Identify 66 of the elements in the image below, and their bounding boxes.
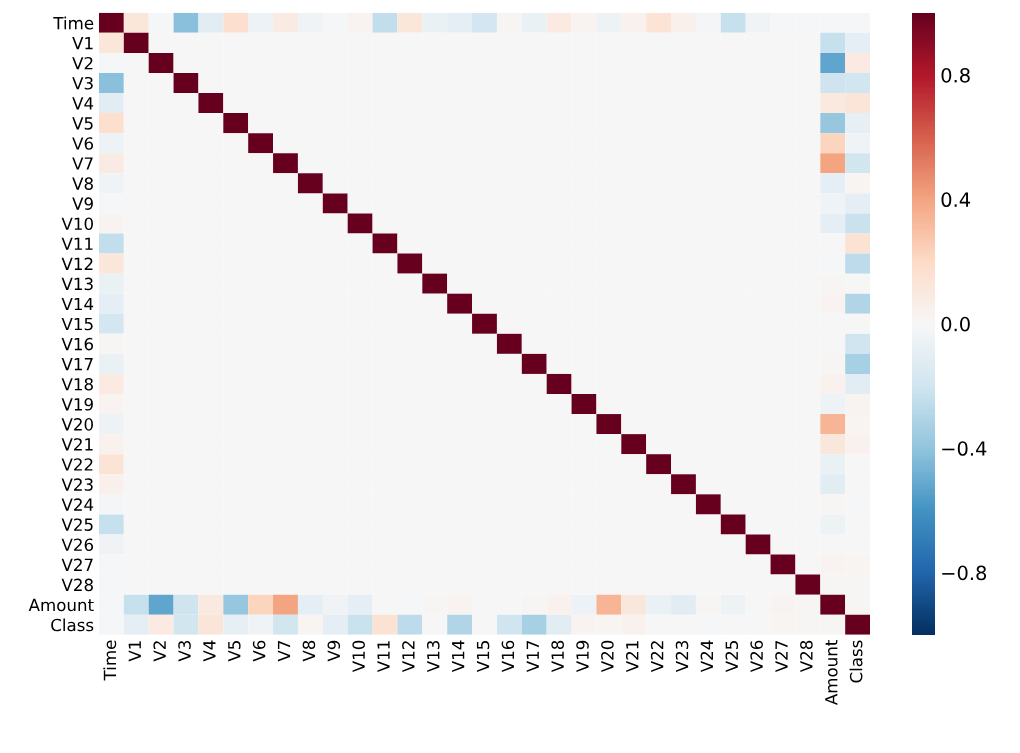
color-bar-label: −0.8 <box>942 565 987 581</box>
y-tick-label: V21 <box>61 438 93 451</box>
x-tick-label: V16 <box>501 640 515 673</box>
y-tick-label: V6 <box>72 137 94 150</box>
y-tick-label: V28 <box>61 578 93 592</box>
y-tick-label: V18 <box>61 377 93 391</box>
y-tick-label: V17 <box>61 358 93 371</box>
x-tick-label: V27 <box>775 641 788 673</box>
x-tick-label: V3 <box>178 640 191 662</box>
x-tick-label: V1 <box>128 641 141 662</box>
x-tick-label: V18 <box>551 640 564 673</box>
y-tick-label: V13 <box>61 277 93 291</box>
y-tick-label: V16 <box>61 337 94 351</box>
y-tick-label: V11 <box>61 237 93 250</box>
color-bar-label: 0.0 <box>941 316 970 332</box>
x-tick-label: V2 <box>153 641 166 662</box>
color-bar-label: 0.4 <box>941 192 971 208</box>
x-tick-label: V25 <box>725 641 739 673</box>
y-tick-label: V20 <box>61 418 93 431</box>
x-tick-label: V22 <box>650 641 664 673</box>
y-tick-label: V3 <box>72 76 93 90</box>
x-tick-label: V23 <box>675 640 689 673</box>
x-tick-label: V19 <box>576 640 589 673</box>
y-tick-label: V24 <box>61 498 94 511</box>
y-tick-label: Time <box>53 16 94 30</box>
y-tick-label: V22 <box>61 458 93 471</box>
y-tick-label: V27 <box>61 558 93 571</box>
x-tick-label: V7 <box>277 641 291 662</box>
y-tick-label: Class <box>51 618 94 632</box>
x-tick-label: V11 <box>377 641 390 673</box>
color-bar-label: 0.8 <box>941 67 970 83</box>
y-tick-label: V7 <box>72 157 93 170</box>
x-tick-label: V20 <box>601 640 614 673</box>
x-tick-label: V24 <box>700 640 713 673</box>
x-tick-label: V14 <box>452 640 465 673</box>
y-tick-label: V9 <box>72 197 93 210</box>
x-tick-label: V5 <box>228 641 241 662</box>
x-tick-label: V6 <box>252 640 266 662</box>
y-tick-label: V15 <box>61 317 93 331</box>
y-tick-label: V19 <box>61 398 93 411</box>
x-tick-label: V28 <box>800 640 813 673</box>
x-tick-label: Class <box>849 640 863 683</box>
y-tick-label: V12 <box>61 257 93 270</box>
y-tick-label: V10 <box>61 217 93 231</box>
y-tick-label: V8 <box>72 177 93 190</box>
y-tick-label: V4 <box>72 97 94 110</box>
y-tick-label: Amount <box>28 598 94 612</box>
y-tick-label: V23 <box>61 478 93 491</box>
y-tick-label: V2 <box>72 56 93 70</box>
y-tick-label: V26 <box>61 538 94 552</box>
x-tick-label: V21 <box>625 641 639 673</box>
x-tick-label: V26 <box>750 640 763 673</box>
x-tick-label: V12 <box>402 641 415 673</box>
y-tick-label: V1 <box>72 37 93 50</box>
x-tick-label: V9 <box>327 640 341 662</box>
x-tick-label: V4 <box>203 640 216 662</box>
x-tick-label: V10 <box>352 640 365 673</box>
y-tick-label: V14 <box>61 297 94 311</box>
x-tick-label: Amount <box>825 640 838 705</box>
y-tick-label: V5 <box>72 117 93 130</box>
x-tick-label: V13 <box>426 640 440 673</box>
color-bar-label: −0.4 <box>942 441 987 456</box>
x-tick-label: V17 <box>526 641 539 673</box>
x-tick-label: V8 <box>302 640 316 662</box>
x-tick-label: V15 <box>476 641 490 673</box>
y-tick-label: V25 <box>61 518 93 531</box>
